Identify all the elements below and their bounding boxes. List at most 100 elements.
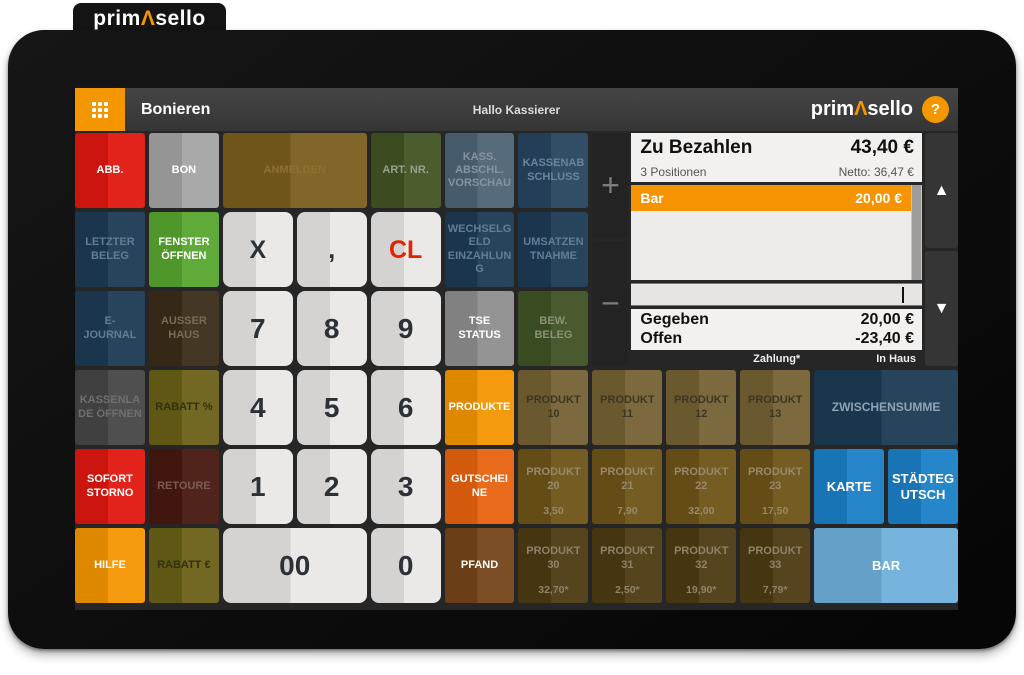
receipt-header: Zu Bezahlen 43,40 € 3 Positionen Netto: … — [631, 133, 922, 182]
karte-button[interactable]: KARTE — [814, 449, 885, 524]
artikelnummer-button[interactable]: ART. NR. — [370, 133, 441, 208]
produkt-10-button[interactable]: PRODUKT 10 — [518, 370, 589, 445]
produkt-30-button[interactable]: PRODUKT 30 32,70* — [518, 528, 589, 603]
payment-list-item-bar[interactable]: Bar 20,00 € — [631, 185, 922, 211]
amount-input[interactable] — [631, 283, 922, 306]
positions-count: 3 Positionen — [640, 165, 707, 179]
bar-zahlung-button[interactable]: BAR — [814, 528, 958, 603]
scroll-up-button[interactable]: ▲ — [924, 133, 958, 248]
wechselgeld-einzahlung-button[interactable]: WECHSELGELD EINZAHLUNG — [444, 212, 515, 287]
digit-5-key[interactable]: 5 — [296, 370, 367, 445]
digit-2-key[interactable]: 2 — [296, 449, 367, 524]
kassenabschluss-vorschau-button[interactable]: KASS. ABSCHL. VORSCHAU — [444, 133, 515, 208]
fenster-oeffnen-button[interactable]: FENSTER ÖFFNEN — [148, 212, 219, 287]
produkt-33-button[interactable]: PRODUKT 33 7,79* — [740, 528, 811, 603]
rabatt-prozent-button[interactable]: RABATT % — [148, 370, 219, 445]
tab-zahlung[interactable]: Zahlung* — [753, 353, 801, 365]
kassenabschluss-button[interactable]: KASSENABSCHLUSS — [518, 133, 589, 208]
brand-logo: primΛsello — [93, 6, 206, 30]
produkt-12-button[interactable]: PRODUKT 12 — [666, 370, 737, 445]
produkt-31-button[interactable]: PRODUKT 31 2,50* — [592, 528, 663, 603]
product-label: PRODUKT 31 — [600, 545, 655, 571]
anmelden-button[interactable]: ANMELDEN — [222, 133, 367, 208]
payment-summary: Gegeben 20,00 € Offen -23,40 € — [631, 309, 922, 350]
tablet-bezel: Bonieren Hallo Kassierer primΛsello ? AB… — [8, 30, 1016, 649]
digit-7-key[interactable]: 7 — [222, 291, 293, 366]
produkt-13-button[interactable]: PRODUKT 13 — [740, 370, 811, 445]
tab-in-haus[interactable]: In Haus — [876, 353, 916, 365]
list-scrollbar[interactable] — [910, 185, 922, 280]
sofort-storno-button[interactable]: SOFORT STORNO — [75, 449, 145, 524]
payment-list: Bar 20,00 € — [631, 185, 922, 280]
digit-0-key[interactable]: 0 — [370, 528, 441, 603]
question-mark-icon: ? — [930, 101, 941, 118]
panel-tabs: Zahlung* In Haus — [631, 353, 922, 366]
digit-9-key[interactable]: 9 — [370, 291, 441, 366]
produkt-21-button[interactable]: PRODUKT 21 7,90 — [592, 449, 663, 524]
comma-key[interactable]: , — [296, 212, 367, 287]
given-label: Gegeben — [640, 310, 709, 328]
multiply-key[interactable]: X — [222, 212, 293, 287]
gutscheine-button[interactable]: GUTSCHEINE — [444, 449, 515, 524]
given-value: 20,00 € — [860, 310, 914, 328]
staedtegutschein-button[interactable]: STÄDTEGUTSCH — [888, 449, 958, 524]
total-due-value: 43,40 € — [850, 137, 914, 158]
bewirtungsbeleg-button[interactable]: BEW. BELEG — [518, 291, 589, 366]
digit-1-key[interactable]: 1 — [222, 449, 293, 524]
pos-screen: Bonieren Hallo Kassierer primΛsello ? AB… — [75, 88, 958, 610]
pfand-button[interactable]: PFAND — [444, 528, 515, 603]
menu-button[interactable] — [75, 88, 125, 131]
plus-icon: + — [601, 167, 620, 204]
total-due-label: Zu Bezahlen — [640, 137, 753, 158]
e-journal-button[interactable]: E-JOURNAL — [75, 291, 145, 366]
product-price: 17,50 — [762, 505, 789, 518]
logo-accent-caret: Λ — [140, 6, 156, 30]
letzter-beleg-button[interactable]: LETZTER BELEG — [75, 212, 145, 287]
product-label: PRODUKT 32 — [674, 545, 729, 571]
produkt-20-button[interactable]: PRODUKT 20 3,50 — [518, 449, 589, 524]
kassenlade-oeffnen-button[interactable]: KASSENLADE ÖFFNEN — [75, 370, 145, 445]
rabatt-euro-button[interactable]: RABATT € — [148, 528, 219, 603]
product-label: PRODUKT 20 — [526, 466, 581, 492]
produkt-32-button[interactable]: PRODUKT 32 19,90* — [666, 528, 737, 603]
produkt-22-button[interactable]: PRODUKT 22 32,00 — [666, 449, 737, 524]
text-cursor — [901, 287, 904, 303]
minus-button[interactable]: − — [592, 240, 629, 366]
receipt-panel: Zu Bezahlen 43,40 € 3 Positionen Netto: … — [631, 133, 922, 366]
produkt-11-button[interactable]: PRODUKT 11 — [592, 370, 663, 445]
payment-panel: + − Zu Bezahlen 43,40 € 3 Positionen Net… — [592, 133, 958, 366]
zwischensumme-button[interactable]: ZWISCHENSUMME — [814, 370, 958, 445]
digit-6-key[interactable]: 6 — [370, 370, 441, 445]
brand-tab: primΛsello — [73, 3, 226, 34]
digit-3-key[interactable]: 3 — [370, 449, 441, 524]
minus-icon: − — [601, 285, 620, 322]
ausser-haus-button[interactable]: AUSSER HAUS — [148, 291, 219, 366]
abbruch-button[interactable]: ABB. — [75, 133, 145, 208]
scroll-controls: ▲ ▼ — [924, 133, 958, 366]
clear-key[interactable]: CL — [370, 212, 441, 287]
arrow-down-icon: ▼ — [933, 299, 950, 317]
produkte-button[interactable]: PRODUKTE — [444, 370, 515, 445]
produkt-23-button[interactable]: PRODUKT 23 17,50 — [740, 449, 811, 524]
logo-accent-caret: Λ — [854, 98, 868, 120]
tse-status-button[interactable]: TSE STATUS — [444, 291, 515, 366]
hilfe-button[interactable]: HILFE — [75, 528, 145, 603]
bon-button[interactable]: BON — [148, 133, 219, 208]
digit-8-key[interactable]: 8 — [296, 291, 367, 366]
open-value: -23,40 € — [855, 330, 914, 347]
digit-4-key[interactable]: 4 — [222, 370, 293, 445]
product-price: 7,90 — [617, 505, 638, 518]
payment-amount: 20,00 € — [855, 190, 902, 206]
netto-value: Netto: 36,47 € — [838, 165, 914, 179]
double-zero-key[interactable]: 00 — [222, 528, 367, 603]
product-label: PRODUKT 30 — [526, 545, 581, 571]
umsatzentnahme-button[interactable]: UMSATZENTNAHME — [518, 212, 589, 287]
scroll-down-button[interactable]: ▼ — [924, 251, 958, 366]
product-label: PRODUKT 22 — [674, 466, 729, 492]
retoure-button[interactable]: RETOURE — [148, 449, 219, 524]
help-button[interactable]: ? — [922, 96, 949, 123]
header-brand-logo: primΛsello — [810, 98, 913, 120]
arrow-up-icon: ▲ — [933, 181, 950, 199]
plus-button[interactable]: + — [592, 133, 629, 238]
scrollbar-thumb[interactable] — [911, 185, 921, 280]
